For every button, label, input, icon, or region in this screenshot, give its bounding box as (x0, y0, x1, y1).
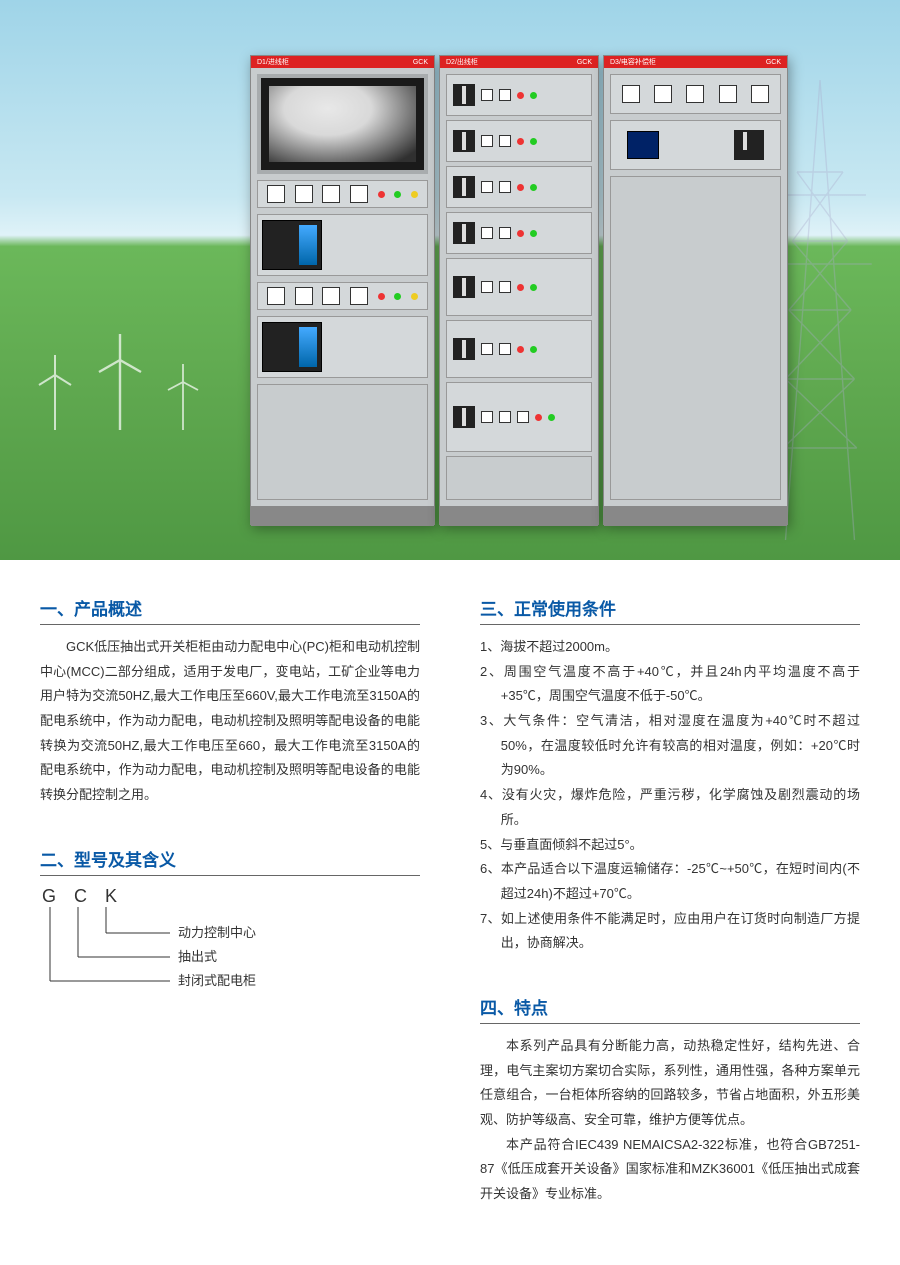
legend-text: 动力控制中心 (178, 925, 256, 940)
section-overview: 一、产品概述 GCK低压抽出式开关柜柜由动力配电中心(PC)柜和电动机控制中心(… (40, 595, 420, 808)
drawer-unit (446, 120, 592, 162)
breaker-panel (257, 316, 428, 378)
section-body: 本系列产品具有分断能力高，动热稳定性好，结构先进、合理，电气主案切方案切合实际，… (480, 1034, 860, 1133)
list-item: 7、如上述使用条件不能满足时，应由用户在订货时向制造厂方提出，协商解决。 (480, 907, 860, 956)
section-title: 三、正常使用条件 (480, 595, 860, 625)
meter-row (257, 180, 428, 208)
section-model: 二、型号及其含义 GCK 动力控制中心 抽出式 封闭式配电柜 (40, 846, 420, 1002)
cabinet-2: D2/出线柜 GCK (439, 55, 599, 525)
drawer-unit (446, 258, 592, 316)
cabinet-label: D3/电容补偿柜 (610, 57, 656, 67)
section-title: 四、特点 (480, 994, 860, 1024)
cabinet-model: GCK (577, 59, 592, 66)
content-area: 一、产品概述 GCK低压抽出式开关柜柜由动力配电中心(PC)柜和电动机控制中心(… (0, 560, 900, 1265)
control-row (610, 120, 781, 170)
model-bracket-icon: 动力控制中心 抽出式 封闭式配电柜 (40, 907, 380, 997)
section-title: 二、型号及其含义 (40, 846, 420, 876)
drawer-unit (446, 212, 592, 254)
viewing-window (257, 74, 428, 174)
legend-text: 抽出式 (178, 949, 217, 964)
list-item: 4、没有火灾，爆炸危险，严重污秽，化学腐蚀及剧烈震动的场所。 (480, 783, 860, 832)
list-item: 1、海拔不超过2000m。 (480, 635, 860, 660)
list-item: 2、周围空气温度不高于+40℃，并且24h内平均温度不高于+35℃，周围空气温度… (480, 660, 860, 709)
breaker-panel (257, 214, 428, 276)
meter-row (257, 282, 428, 310)
cabinet-model: GCK (766, 59, 781, 66)
left-column: 一、产品概述 GCK低压抽出式开关柜柜由动力配电中心(PC)柜和电动机控制中心(… (40, 595, 420, 1245)
legend-text: 封闭式配电柜 (178, 973, 256, 988)
windmill-icon (95, 330, 145, 430)
hero-image: D1/进线柜 GCK D2/出线柜 (0, 0, 900, 560)
cabinet-model: GCK (413, 59, 428, 66)
cabinet-header: D1/进线柜 GCK (251, 56, 434, 68)
section-body: 本产品符合IEC439 NEMAICSA2-322标准，也符合GB7251-87… (480, 1133, 860, 1207)
cabinet-1: D1/进线柜 GCK (250, 55, 435, 525)
section-title: 一、产品概述 (40, 595, 420, 625)
model-letters: GCK (40, 886, 420, 907)
cabinet-header: D3/电容补偿柜 GCK (604, 56, 787, 68)
list-item: 6、本产品适合以下温度运输储存：-25℃~+50℃，在短时间内(不超过24h)不… (480, 857, 860, 906)
windmill-icon (35, 350, 75, 430)
section-conditions: 三、正常使用条件 1、海拔不超过2000m。 2、周围空气温度不高于+40℃，并… (480, 595, 860, 956)
windmill-icon (165, 360, 201, 430)
model-diagram: GCK 动力控制中心 抽出式 封闭式配电柜 (40, 886, 420, 1002)
cabinet-label: D2/出线柜 (446, 57, 478, 67)
section-features: 四、特点 本系列产品具有分断能力高，动热稳定性好，结构先进、合理，电气主案切方案… (480, 994, 860, 1207)
drawer-unit (446, 382, 592, 452)
cabinet-label: D1/进线柜 (257, 57, 289, 67)
drawer-unit (446, 166, 592, 208)
switchgear-cabinets: D1/进线柜 GCK D2/出线柜 (250, 55, 788, 525)
conditions-list: 1、海拔不超过2000m。 2、周围空气温度不高于+40℃，并且24h内平均温度… (480, 635, 860, 956)
list-item: 5、与垂直面倾斜不起过5°。 (480, 833, 860, 858)
drawer-unit (446, 320, 592, 378)
right-column: 三、正常使用条件 1、海拔不超过2000m。 2、周围空气温度不高于+40℃，并… (480, 595, 860, 1245)
cabinet-3: D3/电容补偿柜 GCK (603, 55, 788, 525)
list-item: 3、大气条件：空气清洁，相对湿度在温度为+40℃时不超过50%，在温度较低时允许… (480, 709, 860, 783)
section-body: GCK低压抽出式开关柜柜由动力配电中心(PC)柜和电动机控制中心(MCC)二部分… (40, 635, 420, 808)
drawer-unit (446, 74, 592, 116)
meter-row (610, 74, 781, 114)
cabinet-header: D2/出线柜 GCK (440, 56, 598, 68)
